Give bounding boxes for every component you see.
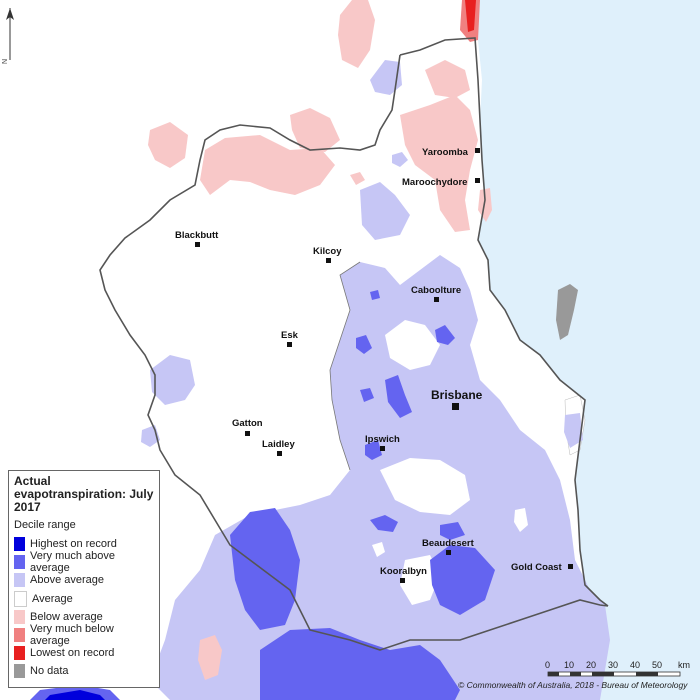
scale-bar [547,671,681,677]
island [556,284,578,340]
legend-label: Above average [30,574,104,587]
legend-subtitle: Decile range [14,519,76,531]
scale-tick-40: 40 [630,660,641,670]
place-label-maroochydore: Maroochydore [402,177,467,188]
below-average-regions [148,0,492,680]
legend-swatch [14,573,25,588]
place-label-gatton: Gatton [232,418,263,429]
legend-swatch [14,646,25,661]
legend-items: Highest on record Very much above averag… [14,535,154,681]
highest-on-record-region [45,690,105,700]
place-label-kooralbyn: Kooralbyn [380,566,427,577]
scale-unit: km [678,660,690,670]
legend-item: Average [14,590,154,608]
place-label-ipswich: Ipswich [365,434,400,445]
north-arrow-label: N [2,58,10,65]
legend-item: Very much above average [14,550,154,575]
place-label-blackbutt: Blackbutt [175,230,219,241]
legend-swatch [14,590,27,607]
legend-item: Lowest on record [14,644,154,662]
place-label-kilcoy: Kilcoy [313,246,342,257]
ocean [478,0,700,700]
legend-label: Highest on record [30,538,117,551]
legend-swatch [14,664,25,679]
inner-boundary [329,261,361,471]
scale-tick-30: 30 [608,660,619,670]
legend-item: No data [14,662,154,680]
scale-tick-10: 10 [564,660,575,670]
legend: Actual evapotranspiration: July 2017 Dec… [8,470,160,688]
legend-item: Below average [14,608,154,626]
scale-tick-50: 50 [652,660,663,670]
legend-swatch [14,555,25,570]
legend-item: Above average [14,571,154,589]
legend-label: No data [30,665,69,678]
copyright-credit: © Commonwealth of Australia, 2018 - Bure… [458,680,688,690]
legend-label: Very much above average [30,550,115,575]
legend-swatch [14,537,25,552]
legend-label: Lowest on record [30,647,115,660]
scale-tick-20: 20 [586,660,597,670]
place-label-beaudesert: Beaudesert [422,538,475,549]
legend-label: Average [32,592,73,605]
legend-item: Highest on record [14,535,154,553]
place-label-yaroomba: Yaroomba [422,147,469,158]
average-regions [372,320,528,605]
place-label-caboolture: Caboolture [411,285,461,296]
town-markers [195,148,573,583]
region-boundary [99,37,609,651]
legend-swatch [14,609,25,624]
place-label-brisbane: Brisbane [431,388,483,402]
legend-swatch [14,628,25,643]
north-arrow [6,8,14,60]
legend-label: Below average [30,610,103,623]
place-label-esk: Esk [281,330,299,341]
scale-tick-0: 0 [545,660,551,670]
place-label-laidley: Laidley [262,439,295,450]
place-label-gold-coast: Gold Coast [511,562,563,573]
legend-title: Actual evapotranspiration: July 2017 [14,474,154,514]
lowest-on-record-region [465,0,476,32]
legend-label: Very much below average [30,623,114,648]
legend-item: Very much below average [14,623,154,648]
